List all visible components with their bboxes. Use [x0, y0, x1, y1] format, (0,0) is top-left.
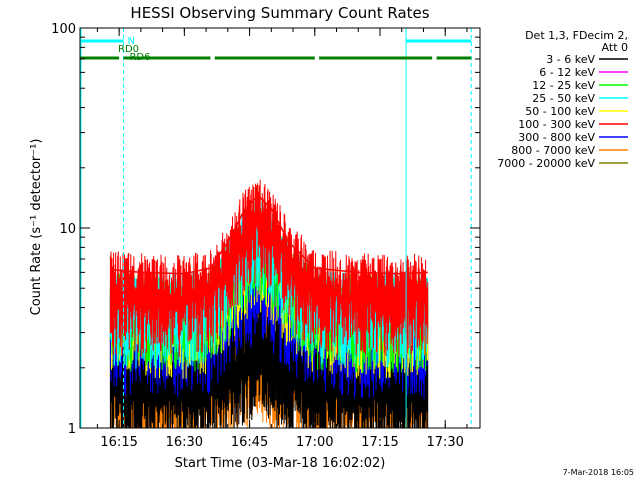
y-tick-label: 10	[59, 222, 76, 237]
x-tick-label: 17:30	[426, 435, 463, 450]
legend-label: 50 - 100 keV	[525, 105, 595, 118]
x-tick-label: 17:15	[361, 435, 398, 450]
legend-label: 12 - 25 keV	[532, 79, 595, 92]
chart-title: HESSI Observing Summary Count Rates	[130, 4, 429, 22]
timestamp: 7-Mar-2018 16:05	[562, 468, 634, 477]
flag-rd0-label: RD0	[118, 44, 139, 55]
legend-label: 300 - 800 keV	[518, 131, 595, 144]
legend-header-line: Det 1,3, FDecim 2,	[525, 29, 628, 42]
x-tick-label: 16:45	[231, 435, 268, 450]
series-trend-100-300-kev	[110, 194, 428, 275]
legend-label: 800 - 7000 keV	[511, 144, 595, 157]
x-tick-label: 17:00	[296, 435, 333, 450]
legend-header-line: Att 0	[602, 41, 628, 54]
y-axis-label: Count Rate (s⁻¹ detector⁻¹)	[29, 139, 44, 316]
legend-label: 3 - 6 keV	[546, 53, 595, 66]
y-tick-label: 100	[51, 22, 76, 37]
legend-label: 25 - 50 keV	[532, 92, 595, 105]
series-100-300-kev	[109, 179, 429, 357]
x-axis-label: Start Time (03-Mar-18 16:02:02)	[175, 456, 386, 471]
axes: 16:15 16:30 16:45 17:00 17:15 17:30 1 10 100	[51, 22, 481, 450]
flag-n-label: N	[127, 36, 134, 47]
x-tick-label: 16:15	[100, 435, 137, 450]
legend-label: 100 - 300 keV	[518, 118, 595, 131]
y-tick-label: 1	[68, 422, 76, 437]
plot-clipped-group	[109, 179, 429, 428]
legend-label: 6 - 12 keV	[539, 66, 595, 79]
legend-label: 7000 - 20000 keV	[497, 157, 595, 170]
x-tick-label: 16:30	[166, 435, 203, 450]
flag-rd6-label: RD6	[129, 52, 150, 63]
